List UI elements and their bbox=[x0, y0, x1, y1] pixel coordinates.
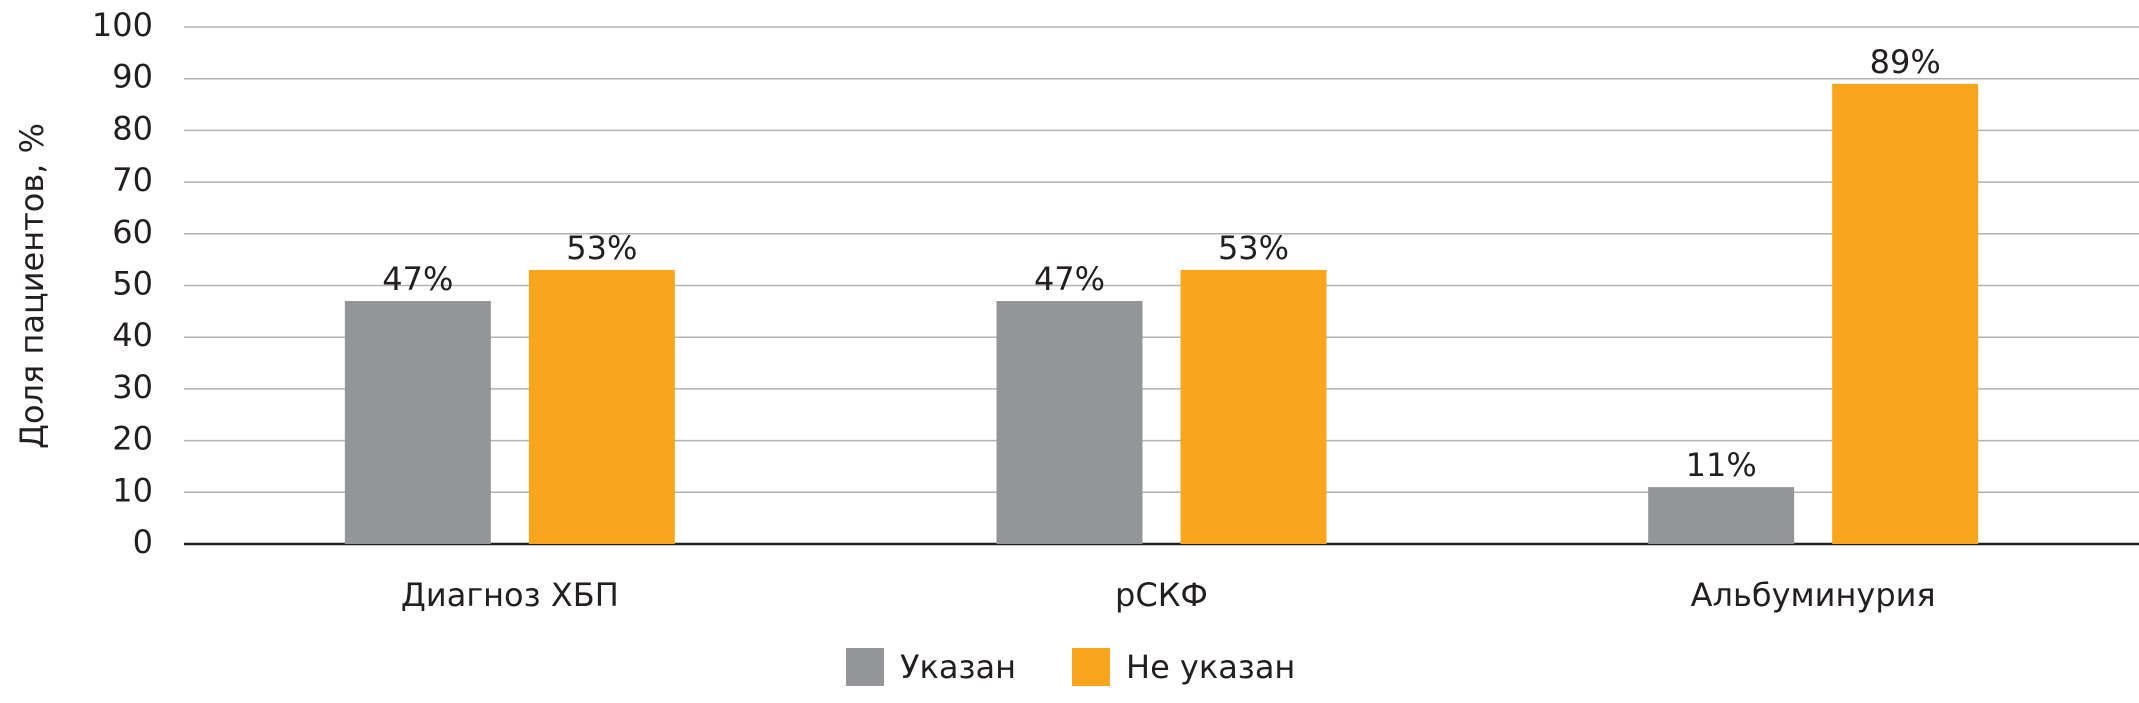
y-axis-label: Доля пациентов, % bbox=[13, 123, 51, 449]
y-tick-label: 20 bbox=[112, 420, 153, 458]
bar bbox=[996, 301, 1143, 544]
y-tick-label: 100 bbox=[92, 6, 153, 44]
y-tick-label: 30 bbox=[112, 368, 153, 406]
value-label: 89% bbox=[1870, 43, 1941, 81]
value-label: 53% bbox=[1218, 229, 1289, 267]
legend-label: Указан bbox=[900, 648, 1016, 686]
y-tick-label: 90 bbox=[112, 58, 153, 96]
legend-label: Не указан bbox=[1126, 648, 1295, 686]
y-tick-label: 0 bbox=[133, 523, 153, 561]
x-tick-label: Диагноз ХБП bbox=[401, 576, 619, 614]
y-tick-label: 40 bbox=[112, 316, 153, 354]
bar bbox=[1180, 269, 1327, 544]
value-label: 47% bbox=[1034, 260, 1105, 298]
y-tick-label: 50 bbox=[112, 265, 153, 303]
bar bbox=[1832, 83, 1979, 545]
value-label: 11% bbox=[1686, 446, 1757, 484]
bar bbox=[528, 269, 675, 544]
value-label: 53% bbox=[566, 229, 637, 267]
bar bbox=[344, 301, 491, 544]
y-tick-label: 80 bbox=[112, 109, 153, 147]
legend-swatch bbox=[1072, 648, 1110, 686]
y-tick-label: 10 bbox=[112, 471, 153, 509]
legend-swatch bbox=[846, 648, 884, 686]
x-tick-label: Альбуминурия bbox=[1691, 576, 1936, 614]
bar bbox=[1648, 487, 1795, 544]
y-tick-label: 60 bbox=[112, 213, 153, 251]
value-label: 47% bbox=[382, 260, 453, 298]
y-tick-label: 70 bbox=[112, 161, 153, 199]
x-tick-label: рСКФ bbox=[1115, 576, 1208, 614]
